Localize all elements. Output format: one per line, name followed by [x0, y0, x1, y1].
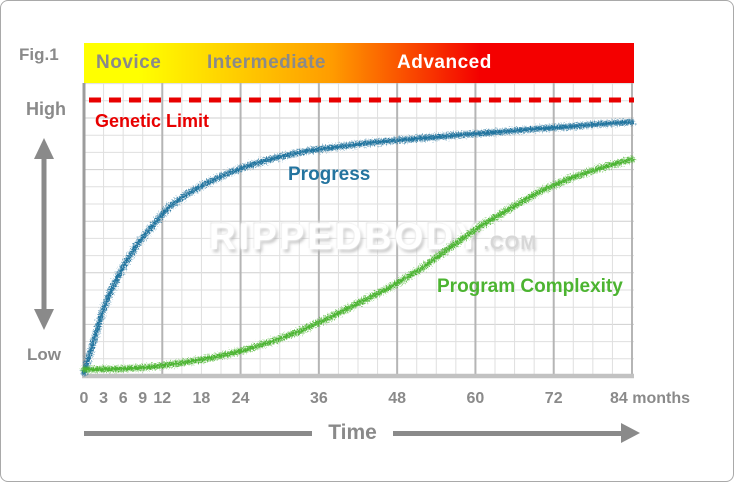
- x-tick-label-3: 3: [99, 390, 109, 407]
- stage-label-advanced: Advanced: [397, 52, 492, 73]
- x-tick-label-24: 24: [231, 390, 250, 407]
- x-tick-label-48: 48: [388, 390, 407, 407]
- time-arrow-line-left: [84, 430, 313, 436]
- progress-series-label: Progress: [288, 164, 371, 185]
- y-axis-high-label: High: [26, 99, 66, 119]
- x-tick-label-84: 84 months: [609, 390, 691, 407]
- watermark-text: RIPPEDBODY: [209, 216, 484, 257]
- figure-number-label: Fig.1: [19, 45, 59, 64]
- x-tick-label-6: 6: [118, 390, 128, 407]
- y-axis-low-label: Low: [27, 345, 61, 364]
- x-tick-label-72: 72: [544, 390, 563, 407]
- x-tick-label-36: 36: [309, 390, 328, 407]
- time-arrow-line-right: [392, 430, 622, 436]
- watermark-suffix: .COM: [483, 233, 538, 254]
- program-complexity-curve-core: [82, 157, 634, 372]
- stage-label-intermediate: Intermediate: [207, 52, 326, 73]
- x-axis-title: Time: [328, 421, 377, 444]
- x-tick-label-12: 12: [153, 390, 172, 407]
- program-complexity-series-label: Program Complexity: [437, 276, 623, 297]
- x-tick-label-60: 60: [466, 390, 485, 407]
- x-tick-label-18: 18: [192, 390, 211, 407]
- x-tick-label-9: 9: [138, 390, 148, 407]
- genetic-limit-label: Genetic Limit: [95, 111, 210, 131]
- x-axis-tick-row: 0 3 6 9 12 18 24 36 48 60 72 84 months: [1, 390, 733, 410]
- stage-banner: Novice Intermediate Advanced: [84, 43, 634, 83]
- x-axis-time-arrow: Time: [84, 420, 641, 446]
- stage-label-novice: Novice: [96, 52, 162, 73]
- x-tick-label-0: 0: [79, 390, 89, 407]
- right-arrowhead-icon: [621, 423, 641, 443]
- watermark: RIPPEDBODY.COM: [209, 216, 537, 258]
- program-complexity-curve: [80, 155, 636, 373]
